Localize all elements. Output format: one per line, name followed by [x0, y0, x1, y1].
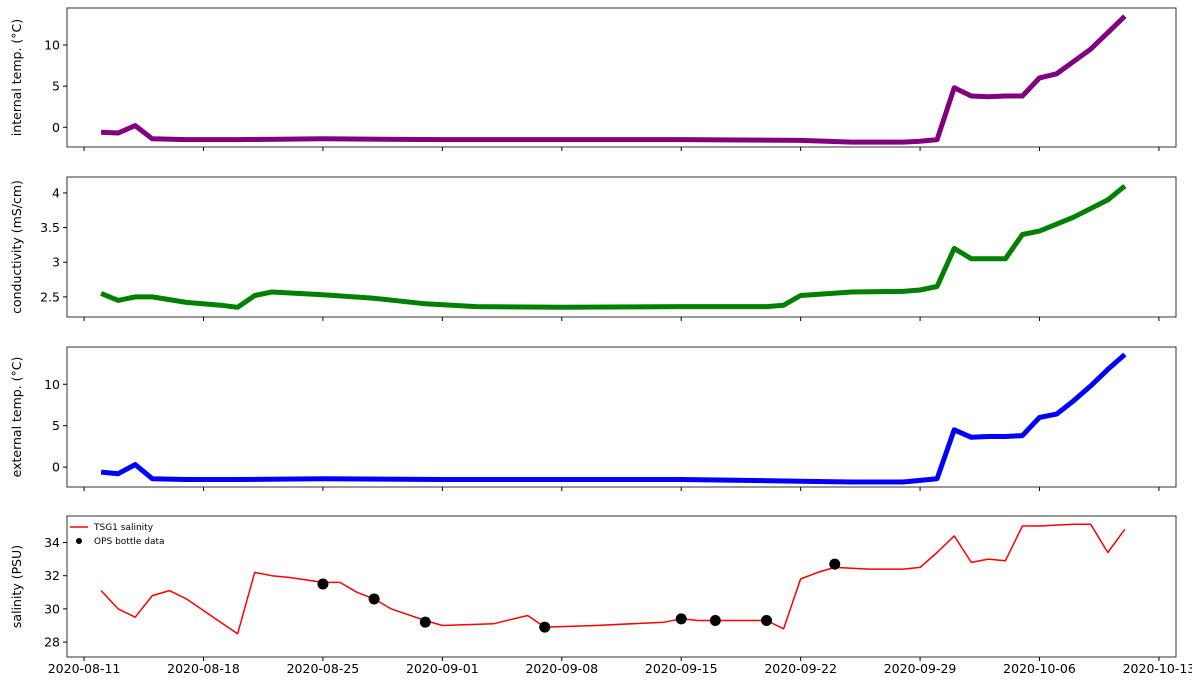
- legend-label: OPS bottle data: [94, 537, 165, 547]
- y-tick-label: 5: [52, 79, 60, 94]
- x-tick-label: 2020-08-25: [287, 661, 360, 676]
- bottle-point: [829, 558, 841, 570]
- x-tick-label: 2020-09-29: [884, 661, 957, 676]
- y-axis-label: internal temp. (°C): [9, 19, 24, 136]
- plot-frame: [66, 7, 1177, 148]
- y-tick-label: 2.5: [40, 289, 60, 304]
- y-tick-label: 4: [52, 185, 60, 200]
- bottle-point: [419, 616, 431, 628]
- plot-frame: [66, 515, 1177, 658]
- data-line: [100, 523, 1126, 635]
- y-axis-label: conductivity (mS/cm): [9, 180, 24, 314]
- x-tick-label: 2020-08-18: [167, 661, 240, 676]
- y-tick-label: 10: [44, 377, 60, 392]
- y-tick-label: 28: [44, 635, 60, 650]
- x-tick-label: 2020-10-06: [1003, 661, 1076, 676]
- data-line: [100, 352, 1127, 485]
- plot-frame: [66, 346, 1177, 488]
- y-tick-label: 10: [44, 38, 60, 53]
- legend-label: TSG1 salinity: [93, 523, 154, 533]
- bottle-point: [709, 615, 721, 627]
- y-tick-label: 3: [52, 255, 60, 270]
- bottle-point: [761, 615, 773, 627]
- y-tick-label: 0: [52, 460, 60, 475]
- x-tick-label: 2020-09-22: [764, 661, 837, 676]
- x-tick-label: 2020-09-15: [645, 661, 718, 676]
- y-tick-label: 3.5: [40, 220, 60, 235]
- bottle-point: [368, 593, 380, 605]
- bottle-point: [539, 621, 551, 633]
- data-line: [100, 184, 1127, 310]
- y-tick-label: 32: [44, 568, 60, 583]
- bottle-point: [317, 578, 329, 590]
- y-tick-label: 30: [44, 601, 60, 616]
- y-tick-label: 34: [44, 535, 60, 550]
- plot-frame: [66, 176, 1177, 318]
- x-tick-label: 2020-08-11: [48, 661, 121, 676]
- y-axis-label: salinity (PSU): [9, 545, 24, 628]
- x-tick-label: 2020-10-13: [1123, 661, 1192, 676]
- y-axis-label: external temp. (°C): [9, 357, 24, 478]
- y-tick-label: 0: [52, 120, 60, 135]
- bottle-point: [675, 613, 687, 625]
- y-tick-label: 5: [52, 418, 60, 433]
- legend-marker: [76, 538, 82, 544]
- x-tick-label: 2020-09-08: [525, 661, 598, 676]
- data-line: [100, 14, 1127, 145]
- x-tick-label: 2020-09-01: [406, 661, 479, 676]
